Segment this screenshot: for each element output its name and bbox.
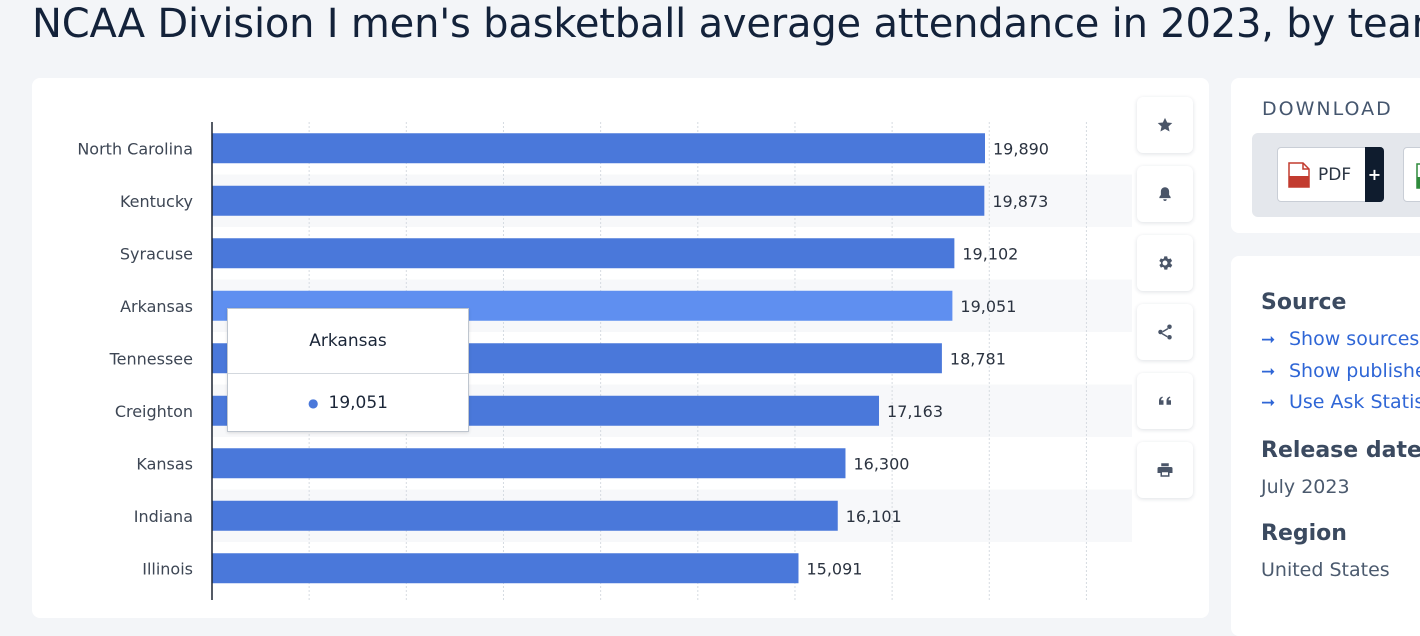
share-icon — [1158, 324, 1172, 340]
bar-syracuse — [212, 238, 955, 269]
star-icon — [1157, 117, 1173, 132]
value-label: 15,091 — [806, 559, 862, 578]
category-label: Syracuse — [120, 244, 193, 263]
category-label: Creighton — [115, 402, 193, 421]
tooltip-title: Arkansas — [228, 309, 468, 374]
bar-kansas — [212, 448, 846, 479]
xls-download-button[interactable] — [1403, 147, 1420, 202]
notification-button[interactable] — [1137, 166, 1193, 222]
settings-button[interactable] — [1137, 235, 1193, 291]
cite-button[interactable] — [1137, 373, 1193, 429]
bar-illinois — [212, 553, 799, 584]
arrow-right-icon: ➞ — [1261, 393, 1276, 413]
page-title: NCAA Division I men's basketball average… — [32, 1, 1420, 47]
pdf-file-icon — [1288, 161, 1310, 188]
pdf-label: PDF — [1318, 164, 1352, 185]
region-heading: Region — [1261, 521, 1347, 546]
pdf-download-button[interactable]: PDF — [1277, 147, 1382, 202]
printer-icon — [1157, 463, 1173, 477]
value-label: 19,890 — [993, 139, 1049, 158]
value-label: 19,873 — [992, 192, 1048, 211]
download-heading: DOWNLOAD — [1262, 98, 1393, 120]
link-label: Show sources — [1289, 328, 1420, 350]
release-date-value: July 2023 — [1261, 476, 1350, 498]
category-label: Illinois — [142, 559, 193, 578]
favorite-button[interactable] — [1137, 97, 1193, 153]
download-options: PDF + — [1252, 133, 1420, 217]
value-label: 16,300 — [853, 454, 909, 473]
bar-kentucky — [212, 185, 985, 216]
category-label: North Carolina — [77, 139, 193, 158]
chart-card: North Carolina 19,890 Kentucky 19,873 Syracu… — [32, 78, 1209, 618]
bell-icon — [1159, 187, 1171, 201]
show-publisher-link[interactable]: ➞ Show publisher — [1261, 360, 1420, 382]
value-label: 16,101 — [846, 507, 902, 526]
gear-icon — [1159, 256, 1173, 270]
print-button[interactable] — [1137, 442, 1193, 498]
quote-icon — [1159, 396, 1171, 405]
bar-chart: North Carolina 19,890 Kentucky 19,873 Syracu… — [77, 122, 1132, 600]
tooltip-value-row: ● 19,051 — [228, 374, 468, 432]
category-label: Indiana — [134, 507, 193, 526]
value-label: 17,163 — [887, 402, 943, 421]
chart-tooltip: Arkansas ● 19,051 — [227, 308, 469, 432]
arrow-right-icon: ➞ — [1261, 362, 1276, 382]
value-label: 18,781 — [950, 349, 1006, 368]
share-button[interactable] — [1137, 304, 1193, 360]
bar-indiana — [212, 500, 838, 531]
show-sources-link[interactable]: ➞ Show sources — [1261, 328, 1419, 350]
source-heading: Source — [1261, 290, 1347, 315]
value-label: 19,102 — [962, 244, 1018, 263]
value-label: 19,051 — [960, 297, 1016, 316]
arrow-right-icon: ➞ — [1261, 330, 1276, 350]
info-card: Source ➞ Show sources ➞ Show publisher ➞ Us… — [1231, 256, 1420, 636]
category-label: Kansas — [136, 454, 193, 473]
download-card: DOWNLOAD PDF + — [1231, 78, 1420, 233]
tooltip-series-dot: ● — [308, 396, 319, 410]
tooltip-value: 19,051 — [328, 393, 388, 413]
link-label: Show publisher — [1289, 360, 1420, 382]
bar-north-carolina — [212, 133, 985, 164]
region-value: United States — [1261, 559, 1390, 581]
ask-statista-link[interactable]: ➞ Use Ask Statista — [1261, 391, 1420, 413]
release-date-heading: Release date — [1261, 438, 1420, 463]
category-label: Tennessee — [109, 349, 193, 368]
category-label: Arkansas — [120, 297, 193, 316]
category-label: Kentucky — [120, 192, 193, 211]
pdf-plus-button[interactable]: + — [1365, 147, 1384, 202]
link-label: Use Ask Statista — [1289, 391, 1420, 413]
xls-file-icon — [1416, 163, 1420, 189]
